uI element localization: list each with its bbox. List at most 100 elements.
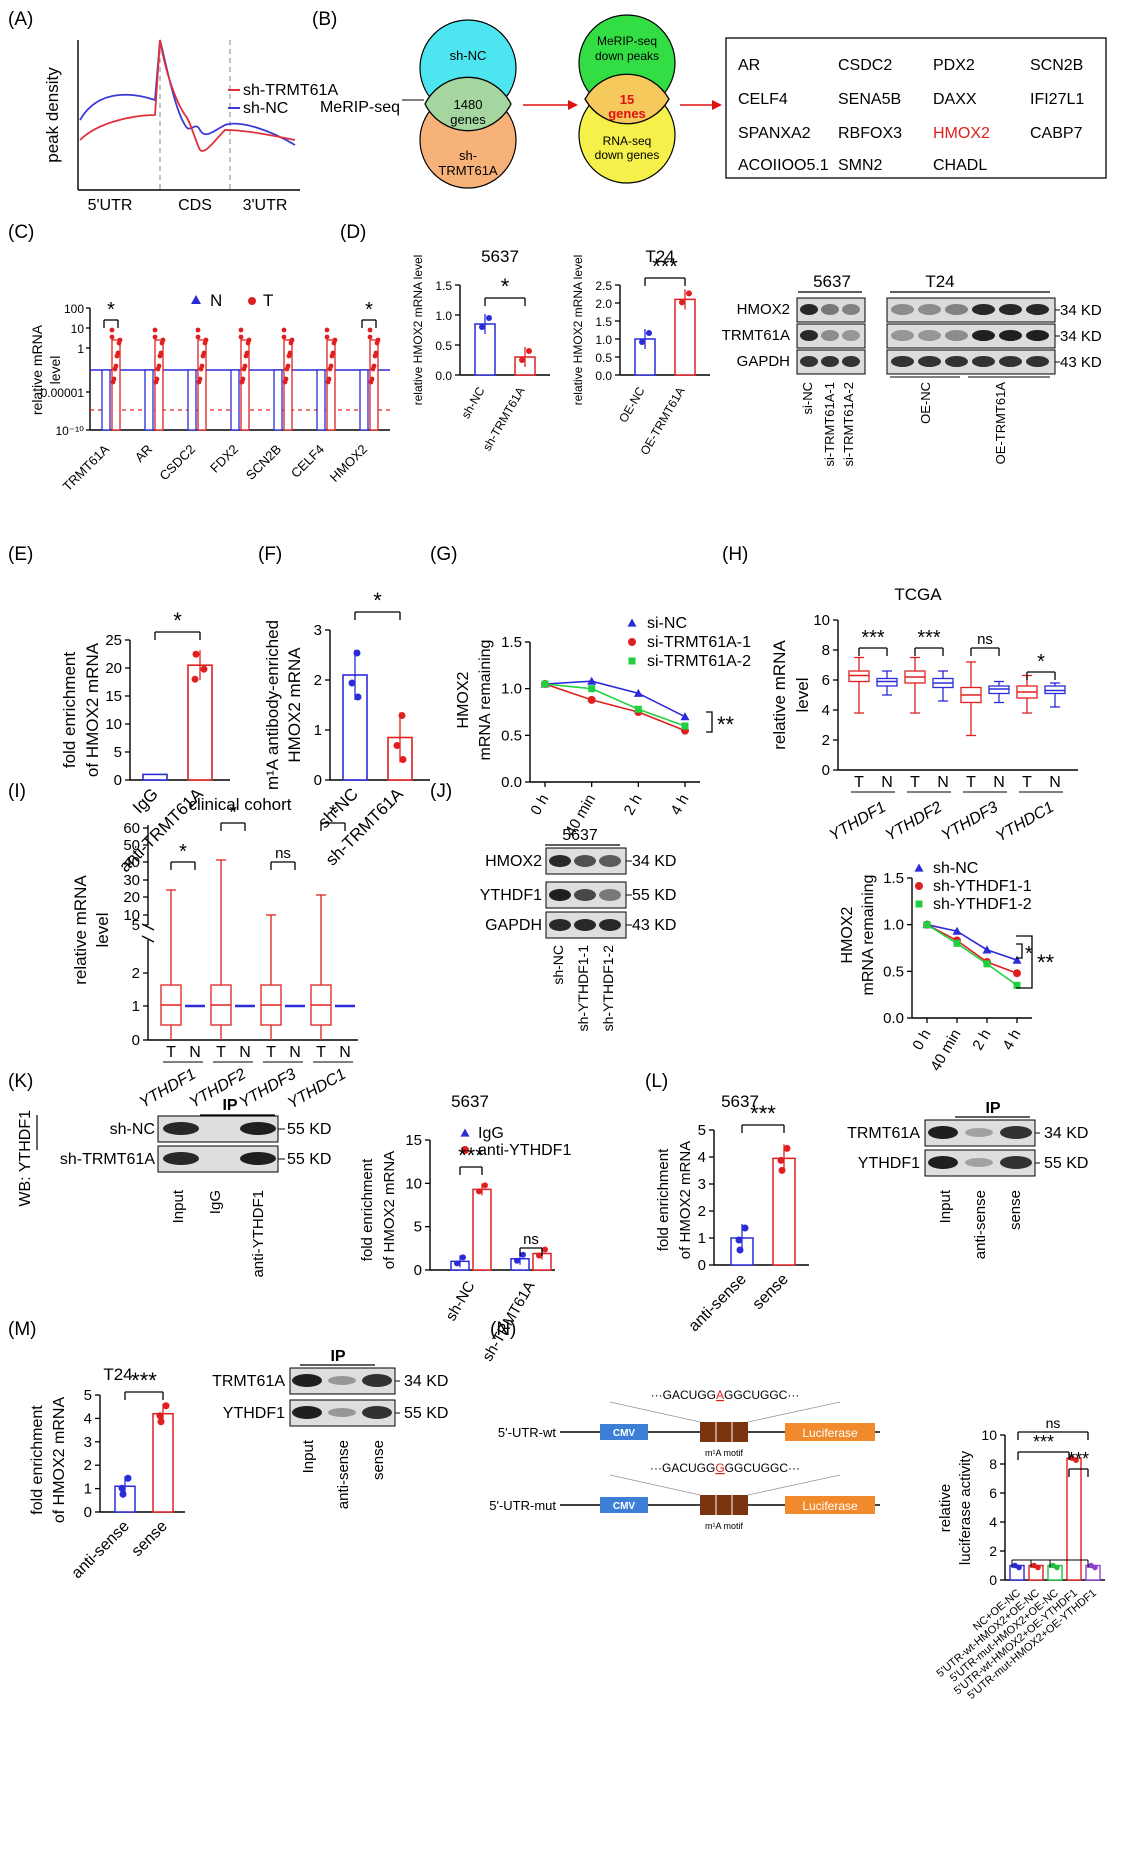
blot-band: [965, 1158, 993, 1167]
y-tick-label: 0: [822, 762, 830, 779]
gene-name: CHADL: [933, 157, 987, 174]
y-tick-label: 100: [64, 302, 84, 316]
data-point: [348, 679, 356, 687]
lane-label: sense: [1007, 1190, 1024, 1230]
blot-band: [800, 330, 818, 341]
significance-label: **: [1037, 950, 1055, 975]
kd-marker: 34 KD: [1060, 302, 1102, 319]
blot-band: [891, 356, 914, 367]
y-tick-label: 5: [84, 1387, 92, 1404]
legend-label: sh-TRMT61A: [243, 82, 338, 99]
y-axis-label: peak density: [43, 67, 62, 163]
data-point: [326, 376, 332, 382]
y-tick-label: 0.5: [595, 351, 612, 365]
data-marker: [923, 921, 931, 929]
venn-label: down peaks: [595, 49, 659, 63]
y-tick-label: 10: [105, 716, 122, 733]
legend-marker: [915, 882, 923, 890]
data-point: [192, 650, 200, 658]
y-axis-label: mRNA remaining: [860, 875, 877, 996]
kd-marker: 43 KD: [1060, 354, 1102, 371]
y-tick-label: 15: [405, 1132, 422, 1149]
panel-letter: (B): [312, 9, 337, 30]
venn-label: sh-: [459, 148, 477, 163]
y-tick-label: 1.0: [595, 333, 612, 347]
y-tick-label: 0: [84, 1504, 92, 1521]
kd-marker: 34 KD: [404, 1373, 448, 1390]
data-point: [152, 327, 158, 333]
data-point: [1054, 1564, 1060, 1571]
data-point: [526, 348, 532, 354]
data-point: [246, 337, 252, 343]
series-line: [926, 923, 1018, 974]
data-point: [330, 350, 336, 356]
data-point: [371, 363, 377, 369]
y-axis-label: level: [793, 678, 812, 713]
data-point: [162, 1402, 170, 1410]
blot-band: [999, 304, 1022, 315]
legend-label: sh-NC: [243, 100, 288, 117]
y-tick-label: 0.0: [501, 774, 522, 791]
y-tick-label: 1.5: [595, 315, 612, 329]
y-tick-label: 1: [314, 722, 322, 739]
significance-label: ns: [523, 1231, 539, 1248]
y-tick-label: 5: [132, 917, 140, 934]
x-tick-label: 4 h: [999, 1027, 1024, 1054]
significance-label: ***: [1033, 1432, 1054, 1452]
blot-band: [1026, 330, 1049, 341]
y-tick-label: 2: [314, 672, 322, 689]
blot-band: [918, 304, 941, 315]
y-tick-label: 0: [132, 1032, 140, 1049]
legend-marker: [914, 863, 924, 872]
blot-band: [1000, 1156, 1032, 1169]
lane-label: OE-TRMT61A: [993, 382, 1008, 465]
venn-overlap: [584, 73, 670, 125]
y-tick-label: 1: [132, 998, 140, 1015]
blot-band: [549, 919, 571, 931]
group-label: YTHDF2: [187, 1066, 249, 1112]
legend-label: si-TRMT61A-1: [647, 634, 751, 651]
data-point: [242, 363, 248, 369]
x-tick-label: sense: [750, 1271, 792, 1313]
kd-marker: 43 KD: [632, 917, 676, 934]
bar-N: [101, 369, 111, 431]
blot-band: [362, 1374, 392, 1387]
y-tick-label: 8: [822, 642, 830, 659]
blot-band: [549, 855, 571, 867]
y-tick-label: 1.0: [883, 917, 904, 934]
cell-label: 5637: [813, 272, 851, 291]
gene-name: CSDC2: [838, 57, 892, 74]
motif-box: [700, 1495, 748, 1515]
legend-marker: [460, 1128, 470, 1137]
bar: [772, 1157, 796, 1266]
significance-label: *: [107, 299, 115, 321]
region-label: 5'UTR: [88, 197, 133, 214]
data-point: [115, 350, 121, 356]
bar: [187, 664, 213, 781]
data-point: [536, 1252, 542, 1259]
y-tick-label: 40: [123, 854, 140, 871]
blot-row-label: TRMT61A: [722, 327, 790, 344]
y-tick-label: 1: [698, 1230, 706, 1247]
panel-letter: (J): [430, 781, 452, 802]
data-point: [1092, 1564, 1098, 1571]
reporter-label: Luciferase: [802, 1426, 858, 1440]
blot-band: [972, 304, 995, 315]
blot-band: [928, 1156, 958, 1169]
cell-label: 5637: [562, 827, 598, 844]
x-tick-label: 0 h: [909, 1027, 934, 1054]
bar-N: [187, 369, 197, 431]
bar-T: [240, 339, 250, 431]
blot-band: [1026, 356, 1049, 367]
y-axis-label: fold enrichment: [655, 1148, 672, 1251]
y-tick-label: 1.5: [435, 279, 452, 293]
bar-N: [144, 369, 154, 431]
data-point: [1016, 1564, 1022, 1571]
motif-sequence: ···GACUGGGGGCUGGC···: [650, 1461, 800, 1475]
promoter-label: CMV: [613, 1501, 636, 1512]
panel-letter: (E): [8, 544, 33, 565]
data-point: [240, 376, 246, 382]
sig-bracket: [1016, 943, 1023, 959]
blot-band: [549, 889, 571, 901]
data-point: [482, 1182, 488, 1189]
